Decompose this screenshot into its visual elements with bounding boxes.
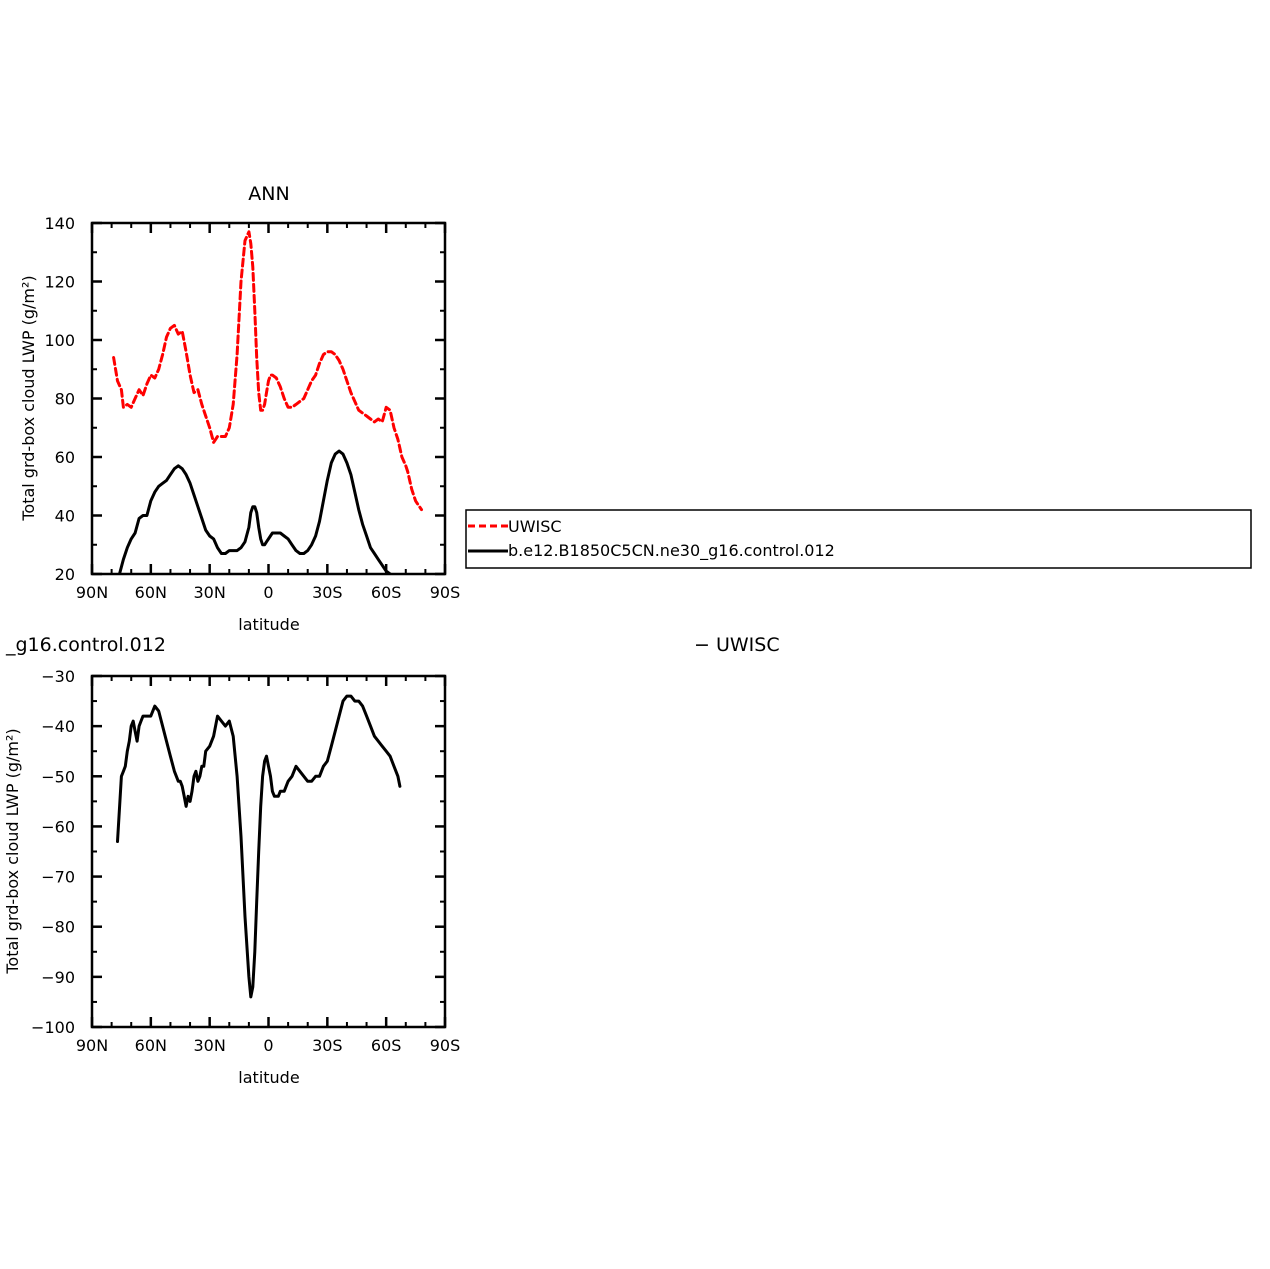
- panel-title: ANN: [248, 183, 289, 205]
- x-tick-label: 60S: [371, 1036, 402, 1055]
- y-tick-label: 20: [55, 565, 75, 584]
- panel-difference: _g16.control.012 − UWISC 90N 60N 30N 0 30S 60…: [3, 634, 780, 1087]
- panel-title: _g16.control.012: [5, 634, 166, 656]
- series-line-0: [116, 694, 402, 999]
- x-tick-label: 90N: [76, 1036, 108, 1055]
- x-tick-label: 90S: [430, 1036, 461, 1055]
- y-tick-label: −30: [41, 667, 75, 686]
- y-tick-label: 140: [44, 214, 75, 233]
- y-axis-title: Total grd-box cloud LWP (g/m²): [3, 728, 22, 974]
- y-tick-label: −40: [41, 717, 75, 736]
- x-tick-label: 90S: [430, 583, 461, 602]
- y-tick-label: 40: [55, 507, 75, 526]
- axis-ticks: 90N 60N 30N 0 30S 60S 90S −30 −40 −50 −60 −70 −80 −90…: [31, 667, 460, 1055]
- y-tick-label: −60: [41, 817, 75, 836]
- series-group: [112, 230, 423, 574]
- legend-box: [465, 509, 1252, 569]
- y-axis-title: Total grd-box cloud LWP (g/m²): [19, 275, 38, 521]
- legend-label-uwisc: UWISC: [508, 517, 562, 536]
- x-tick-label: 60S: [371, 583, 402, 602]
- y-tick-label: −70: [41, 868, 75, 887]
- y-tick-label: 120: [44, 273, 75, 292]
- series-line-0: [112, 230, 423, 512]
- x-tick-label: 60N: [135, 1036, 167, 1055]
- axis-ticks: 90N 60N 30N 0 30S 60S 90S 20 40 60 80 100 120 140: [44, 214, 460, 602]
- x-tick-label: 30S: [312, 1036, 343, 1055]
- plot-frame: [90, 221, 447, 576]
- panel-ann: ANN 90N 60N 30N 0 30S 60S 90S 20 40 60 80 100 120 140…: [19, 183, 460, 634]
- x-tick-label: 0: [263, 1036, 273, 1055]
- y-tick-label: 100: [44, 331, 75, 350]
- y-tick-label: −100: [31, 1018, 75, 1037]
- y-tick-label: −80: [41, 918, 75, 937]
- x-axis-title: latitude: [238, 615, 299, 634]
- x-tick-label: 60N: [135, 583, 167, 602]
- panel-subtitle: − UWISC: [694, 634, 780, 656]
- y-tick-label: 80: [55, 390, 75, 409]
- plot-frame: [90, 674, 447, 1029]
- x-axis-title: latitude: [238, 1068, 299, 1087]
- series-line-1: [117, 449, 393, 574]
- x-tick-label: 30N: [194, 583, 226, 602]
- legend: UWISC b.e12.B1850C5CN.ne30_g16.control.0…: [465, 509, 1252, 569]
- x-tick-label: 30N: [194, 1036, 226, 1055]
- x-tick-label: 0: [263, 583, 273, 602]
- series-group: [116, 694, 402, 999]
- y-tick-label: −90: [41, 968, 75, 987]
- y-tick-label: −50: [41, 767, 75, 786]
- legend-label-model: b.e12.B1850C5CN.ne30_g16.control.012: [508, 541, 835, 561]
- x-tick-label: 30S: [312, 583, 343, 602]
- x-tick-label: 90N: [76, 583, 108, 602]
- y-tick-label: 60: [55, 448, 75, 467]
